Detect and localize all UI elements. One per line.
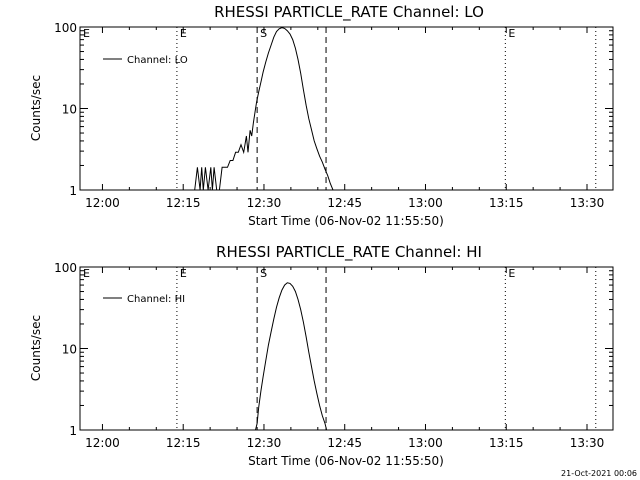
panel-hi-series-line (255, 282, 328, 431)
panel-hi-x-axis-label: Start Time (06-Nov-02 11:55:50) (248, 454, 444, 468)
panel-hi-marker-label: E (508, 267, 515, 280)
panel-hi-x-tick-label: 13:00 (408, 436, 443, 450)
panel-hi-y-ticks: 1 10 100 (54, 261, 613, 438)
panel-lo-x-tick-label: 13:00 (408, 196, 443, 210)
panel-hi-legend-label: Channel: HI (127, 294, 185, 305)
panel-lo-legend-label: Channel: LO (127, 55, 188, 66)
panel-lo-y-ticks: 1 10 100 (54, 21, 613, 198)
panel-hi-y-tick-label: 1 (69, 424, 77, 438)
panel-lo-y-tick-label: 10 (62, 103, 77, 117)
panel-lo-x-tick-label: 12:30 (247, 196, 282, 210)
panel-lo-title: RHESSI PARTICLE_RATE Channel: LO (214, 3, 484, 22)
panel-hi-y-tick-label: 100 (54, 261, 77, 275)
panel-lo-y-tick-label: 100 (54, 21, 77, 35)
panel-hi-x-ticks: 12:00 12:15 12:30 12:45 13:00 13:15 13:30 (85, 267, 604, 450)
panel-hi-y-tick-label: 10 (62, 343, 77, 357)
panel-hi-x-tick-label: 12:15 (166, 436, 201, 450)
panel-hi-marker-label: S (260, 267, 267, 280)
panel-hi: RHESSI PARTICLE_RATE Channel: HI 12:00 12… (29, 243, 614, 468)
panel-hi-y-axis-label: Counts/sec (29, 315, 43, 381)
panel-lo-legend: Channel: LO (103, 55, 188, 66)
panel-lo-marker-label: E (180, 27, 187, 40)
panel-hi-x-tick-label: 12:30 (247, 436, 282, 450)
panel-lo-marker-label: S (260, 27, 267, 40)
panel-lo-series-line (194, 27, 335, 191)
generation-timestamp: 21-Oct-2021 00:06 (561, 469, 637, 478)
panel-hi-x-tick-label: 13:15 (489, 436, 524, 450)
panel-hi-edge-marker-label: E (83, 267, 90, 280)
panel-lo-y-tick-label: 1 (69, 184, 77, 198)
panel-hi-marker-label: E (180, 267, 187, 280)
panel-lo-marker-label: E (508, 27, 515, 40)
panel-hi-x-tick-label: 12:45 (327, 436, 362, 450)
panel-lo-x-ticks: 12:00 12:15 12:30 12:45 13:00 13:15 13:30 (85, 27, 604, 210)
panel-lo-x-tick-label: 12:15 (166, 196, 201, 210)
panel-lo: RHESSI PARTICLE_RATE Channel: LO 12:00 12… (29, 3, 614, 228)
panel-lo-x-axis-label: Start Time (06-Nov-02 11:55:50) (248, 214, 444, 228)
panel-lo-edge-marker-label: E (83, 27, 90, 40)
panel-lo-y-axis-label: Counts/sec (29, 75, 43, 141)
panel-lo-markers: E S EE (83, 27, 597, 190)
panel-hi-title: RHESSI PARTICLE_RATE Channel: HI (216, 243, 482, 262)
panel-lo-x-tick-label: 12:00 (85, 196, 120, 210)
panel-hi-x-tick-label: 12:00 (85, 436, 120, 450)
panel-lo-x-tick-label: 13:30 (570, 196, 605, 210)
panel-lo-x-tick-label: 13:15 (489, 196, 524, 210)
panel-hi-markers: E S EE (83, 267, 597, 430)
panel-hi-x-tick-label: 13:30 (570, 436, 605, 450)
panel-lo-x-tick-label: 12:45 (327, 196, 362, 210)
panel-hi-legend: Channel: HI (103, 294, 185, 305)
